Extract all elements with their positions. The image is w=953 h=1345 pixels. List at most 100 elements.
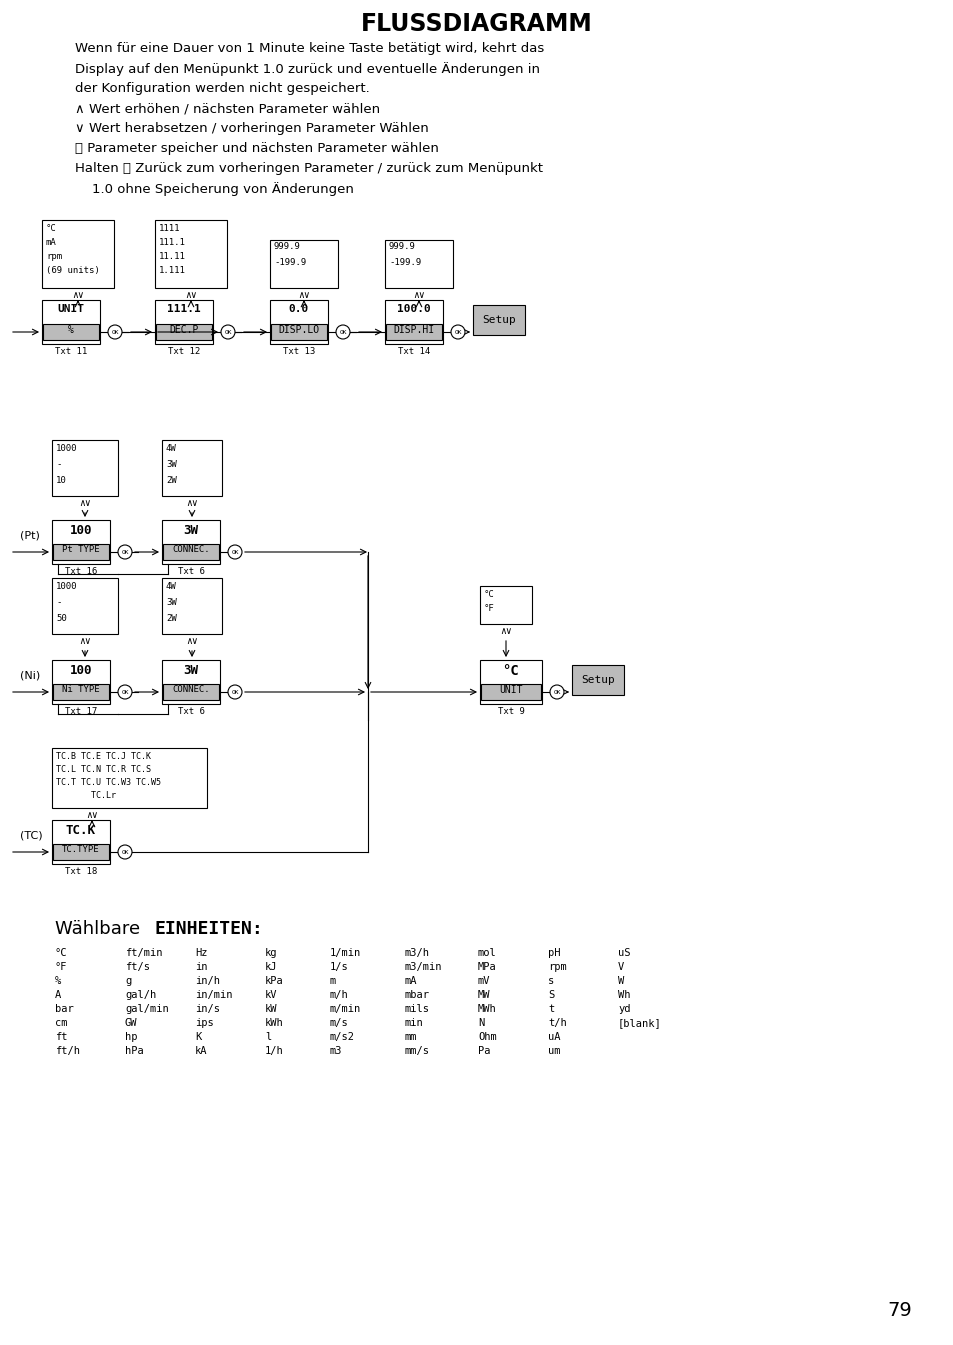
Text: 50: 50 <box>56 615 67 623</box>
Text: ft: ft <box>55 1032 68 1042</box>
Bar <box>271 324 327 340</box>
Text: mbar: mbar <box>405 990 430 999</box>
Text: m/s: m/s <box>330 1018 349 1028</box>
Text: TC.K: TC.K <box>66 824 96 837</box>
Text: Ohm: Ohm <box>477 1032 497 1042</box>
Text: mm: mm <box>405 1032 417 1042</box>
Bar <box>479 586 532 624</box>
Text: m3: m3 <box>330 1046 342 1056</box>
Text: mA: mA <box>405 976 417 986</box>
Text: ∧∨: ∧∨ <box>186 498 197 508</box>
Text: rpm: rpm <box>547 962 566 972</box>
Text: hPa: hPa <box>125 1046 144 1056</box>
Text: 3W: 3W <box>166 460 176 469</box>
Text: ∧∨: ∧∨ <box>79 636 91 646</box>
Text: pH: pH <box>547 948 560 958</box>
Text: m/h: m/h <box>330 990 349 999</box>
Text: OK: OK <box>112 330 118 335</box>
Text: DEC.P: DEC.P <box>169 325 198 335</box>
Bar <box>162 660 220 703</box>
Circle shape <box>451 325 464 339</box>
Text: t: t <box>547 1003 554 1014</box>
Bar <box>154 221 227 288</box>
Text: 100: 100 <box>70 525 92 537</box>
Text: 2W: 2W <box>166 615 176 623</box>
Text: kV: kV <box>265 990 277 999</box>
Text: mA: mA <box>46 238 56 247</box>
Text: 79: 79 <box>886 1301 911 1319</box>
Text: 999.9: 999.9 <box>389 242 416 252</box>
Circle shape <box>108 325 122 339</box>
Text: m3/min: m3/min <box>405 962 442 972</box>
Text: Txt 12: Txt 12 <box>168 347 200 356</box>
Text: yd: yd <box>618 1003 630 1014</box>
Text: Txt 6: Txt 6 <box>177 568 204 576</box>
Text: 1.111: 1.111 <box>159 266 186 274</box>
Text: t/h: t/h <box>547 1018 566 1028</box>
Bar <box>52 521 110 564</box>
Bar <box>162 578 222 633</box>
Bar <box>572 664 623 695</box>
Text: ∧∨: ∧∨ <box>72 291 84 300</box>
Bar <box>43 324 99 340</box>
Text: OK: OK <box>231 550 238 554</box>
Text: Txt 18: Txt 18 <box>65 868 97 876</box>
Text: ⒪ Parameter speicher und nächsten Parameter wählen: ⒪ Parameter speicher und nächsten Parame… <box>75 143 438 155</box>
Text: Ni TYPE: Ni TYPE <box>62 685 100 694</box>
Text: m/s2: m/s2 <box>330 1032 355 1042</box>
Text: ft/min: ft/min <box>125 948 162 958</box>
Text: kA: kA <box>194 1046 208 1056</box>
Text: kg: kg <box>265 948 277 958</box>
Text: TC.Lr: TC.Lr <box>56 791 116 800</box>
Text: Txt 17: Txt 17 <box>65 707 97 716</box>
Text: mol: mol <box>477 948 497 958</box>
Circle shape <box>221 325 234 339</box>
Text: OK: OK <box>121 690 129 694</box>
Text: Halten ⒪ Zurück zum vorheringen Parameter / zurück zum Menüpunkt: Halten ⒪ Zurück zum vorheringen Paramete… <box>75 161 542 175</box>
Text: (69 units): (69 units) <box>46 266 100 274</box>
Text: in/h: in/h <box>194 976 220 986</box>
Text: Txt 6: Txt 6 <box>177 707 204 716</box>
Text: 999.9: 999.9 <box>274 242 300 252</box>
Text: g: g <box>125 976 132 986</box>
Bar <box>270 239 337 288</box>
Text: ft/s: ft/s <box>125 962 150 972</box>
Text: Txt 11: Txt 11 <box>55 347 87 356</box>
Text: (TC): (TC) <box>20 830 43 841</box>
Text: uA: uA <box>547 1032 560 1042</box>
Text: N: N <box>477 1018 484 1028</box>
Bar <box>52 578 118 633</box>
Text: in: in <box>194 962 208 972</box>
Text: 1/h: 1/h <box>265 1046 283 1056</box>
Text: UNIT: UNIT <box>57 304 85 313</box>
Text: °C: °C <box>55 948 68 958</box>
Text: K: K <box>194 1032 201 1042</box>
Text: in/s: in/s <box>194 1003 220 1014</box>
Text: ∧∨: ∧∨ <box>186 636 197 646</box>
Text: ∧∨: ∧∨ <box>185 291 196 300</box>
Text: OK: OK <box>121 850 129 854</box>
Text: °C: °C <box>502 664 518 678</box>
Text: der Konfiguration werden nicht gespeichert.: der Konfiguration werden nicht gespeiche… <box>75 82 370 95</box>
Text: %: % <box>68 325 74 335</box>
Bar <box>42 300 100 344</box>
Text: ∧ Wert erhöhen / nächsten Parameter wählen: ∧ Wert erhöhen / nächsten Parameter wähl… <box>75 102 379 116</box>
Text: uS: uS <box>618 948 630 958</box>
Text: A: A <box>55 990 61 999</box>
Text: gal/h: gal/h <box>125 990 156 999</box>
Text: ∧∨: ∧∨ <box>413 291 424 300</box>
Text: 10: 10 <box>56 476 67 486</box>
Circle shape <box>118 685 132 699</box>
Text: CONNEC.: CONNEC. <box>172 545 210 554</box>
Text: 0.0: 0.0 <box>289 304 309 313</box>
Text: 3W: 3W <box>183 525 198 537</box>
Text: m: m <box>330 976 335 986</box>
Text: -199.9: -199.9 <box>274 258 306 268</box>
Text: cm: cm <box>55 1018 68 1028</box>
Text: MPa: MPa <box>477 962 497 972</box>
Text: (Ni): (Ni) <box>20 670 40 681</box>
Circle shape <box>228 545 242 560</box>
Text: 111.1: 111.1 <box>159 238 186 247</box>
Text: Setup: Setup <box>580 675 615 685</box>
Text: 100: 100 <box>70 664 92 677</box>
